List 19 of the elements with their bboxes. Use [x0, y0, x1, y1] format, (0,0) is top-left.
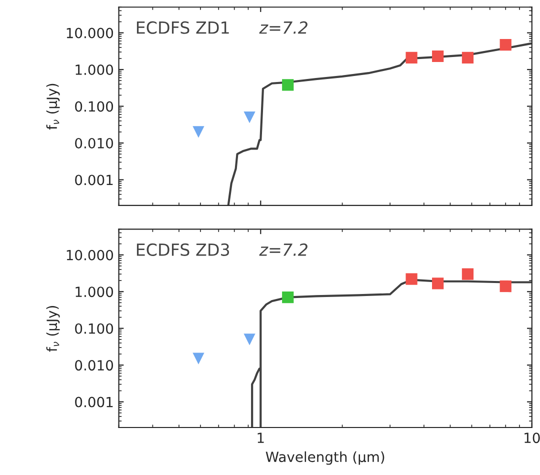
y-tick-label: 0.010	[75, 360, 114, 371]
y-tick-label: 1.000	[76, 286, 114, 298]
annotation: z=7.2	[259, 243, 308, 256]
y-tick-label: 0.001	[75, 174, 113, 186]
y-tick-label: 0.001	[75, 396, 113, 408]
y-tick-label: 10.000	[66, 28, 114, 38]
y-axis-title: f$_{ν}$ (μJy)	[46, 306, 60, 352]
y-tick-label: 0.100	[75, 101, 114, 112]
annotation: z=7.2	[259, 21, 308, 34]
y-tick-label: 0.100	[75, 323, 114, 334]
y-tick-label: 0.010	[75, 138, 114, 148]
y-tick-label: 10.000	[66, 250, 114, 260]
x-tick-label: 1	[258, 432, 264, 443]
annotation: ECDFS ZD1	[136, 21, 229, 34]
annotation: ECDFS ZD3	[136, 243, 230, 256]
x-axis-title: Wavelength (μm)	[266, 451, 384, 465]
y-axis-title: f$_{ν}$ (μJy)	[46, 84, 60, 130]
y-tick-label: 1.000	[76, 64, 114, 76]
x-tick-label: 10	[524, 432, 540, 444]
